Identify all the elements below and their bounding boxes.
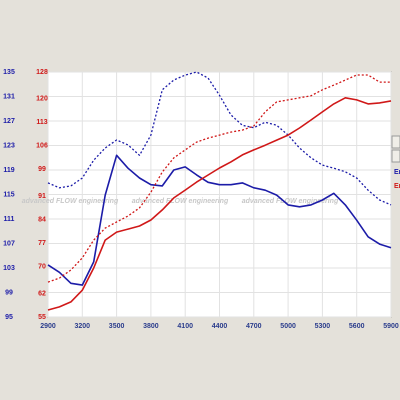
y-tick-label: 103	[3, 265, 15, 272]
y-tick-label: 135	[3, 69, 15, 76]
x-tick-label: 5900	[383, 323, 399, 330]
y2-tick-label: 77	[38, 240, 46, 247]
watermark: advanced FLOW engineering	[132, 198, 229, 205]
button[interactable]	[391, 135, 400, 149]
y-tick-label: 111	[4, 216, 15, 223]
series-line	[47, 97, 392, 311]
y2-tick-label: 84	[38, 217, 46, 224]
y-tick-label: 107	[3, 240, 15, 247]
series-line	[47, 71, 392, 206]
x-tick-label: 3800	[143, 323, 159, 330]
y2-tick-label: 70	[38, 264, 46, 271]
y-tick-label: 115	[3, 191, 14, 198]
y-tick-label: 99	[5, 289, 13, 296]
series-line	[47, 74, 391, 283]
watermark: advanced FLOW engineering	[242, 198, 339, 205]
y2-tick-label: 62	[38, 290, 46, 297]
y-tick-label: 131	[3, 93, 15, 100]
y2-tick-label: 120	[36, 96, 48, 103]
y-tick-label: 127	[3, 118, 15, 125]
y2-tick-label: 55	[38, 314, 46, 321]
button[interactable]	[391, 149, 400, 163]
x-tick-label: 4400	[212, 323, 228, 330]
x-tick-label: 5000	[280, 323, 296, 330]
y-tick-label: 119	[3, 167, 14, 174]
watermark: advanced FLOW engineering	[22, 198, 119, 205]
x-tick-label: 5600	[349, 323, 365, 330]
y2-tick-label: 128	[36, 69, 48, 76]
x-tick-label: 3500	[109, 323, 125, 330]
legend-label: Er	[394, 169, 400, 176]
y-tick-label: 95	[5, 314, 13, 321]
y2-tick-label: 106	[36, 143, 48, 150]
series-line	[47, 154, 392, 286]
x-tick-label: 4700	[246, 323, 262, 330]
x-tick-label: 2900	[40, 323, 56, 330]
x-tick-label: 4100	[177, 323, 193, 330]
x-tick-label: 5300	[315, 323, 331, 330]
legend-label: Er	[394, 183, 400, 190]
y2-tick-label: 99	[38, 166, 46, 173]
y2-tick-label: 91	[38, 193, 46, 200]
y-tick-label: 123	[3, 142, 15, 149]
y2-tick-label: 113	[36, 119, 47, 126]
x-tick-label: 3200	[75, 323, 91, 330]
